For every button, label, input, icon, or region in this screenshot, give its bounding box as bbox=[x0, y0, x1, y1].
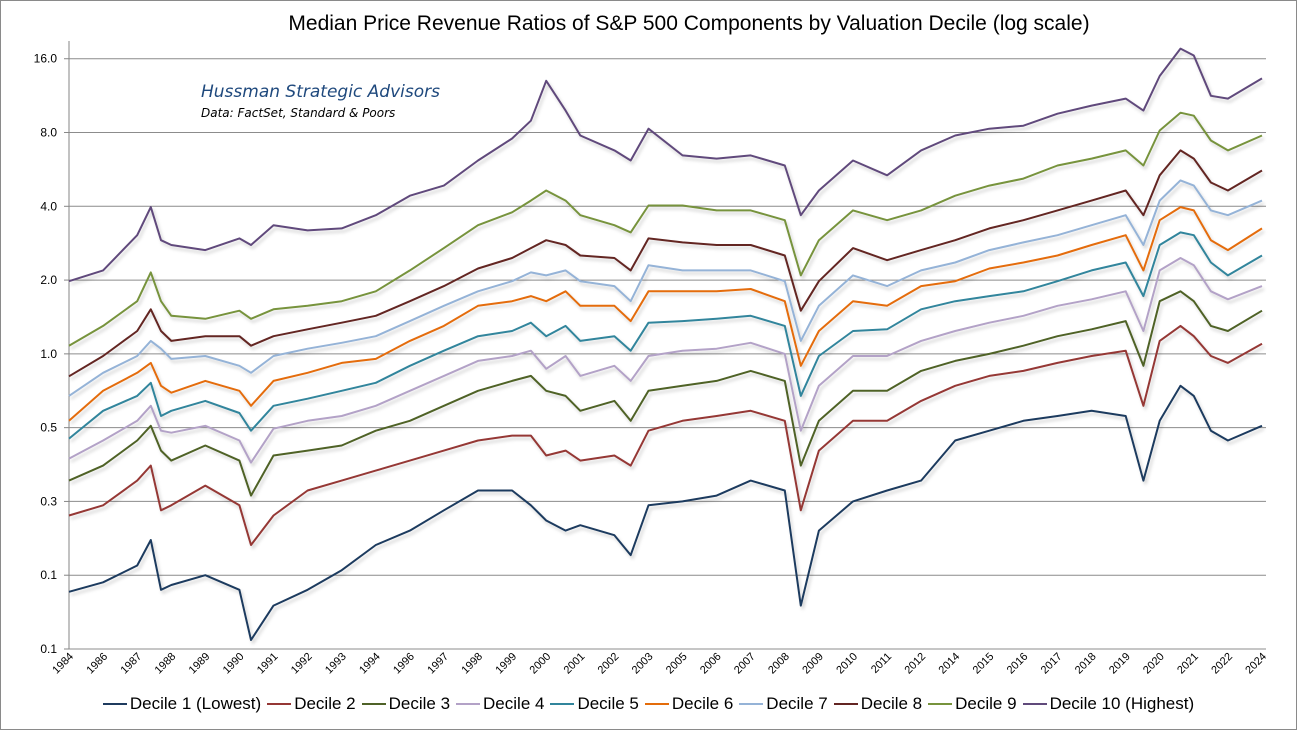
legend-item-decile-10: Decile 10 (Highest) bbox=[1022, 694, 1195, 714]
x-tick-label: 1991 bbox=[255, 651, 281, 677]
legend-swatch bbox=[550, 702, 575, 706]
y-tick-label: 4.0 bbox=[40, 199, 57, 213]
legend-item-decile-7: Decile 7 bbox=[739, 694, 828, 714]
legend-swatch bbox=[644, 702, 669, 706]
legend-item-decile-9: Decile 9 bbox=[928, 694, 1017, 714]
x-tick-label: 1988 bbox=[153, 651, 179, 677]
x-tick-label: 2001 bbox=[562, 651, 588, 677]
series-lines bbox=[68, 47, 1263, 641]
x-tick-label: 2017 bbox=[1039, 651, 1065, 677]
x-tick-label: 2012 bbox=[902, 651, 928, 677]
legend-item-decile-1: Decile 1 (Lowest) bbox=[102, 694, 262, 714]
annotation-source: Hussman Strategic Advisors bbox=[201, 82, 440, 102]
x-tick-label: 2015 bbox=[971, 651, 997, 677]
series-line-decile-6 bbox=[68, 206, 1263, 422]
legend-swatch bbox=[456, 702, 481, 706]
series-line-decile-2 bbox=[68, 324, 1263, 546]
x-tick-label: 2006 bbox=[698, 651, 724, 677]
y-tick-label: 0.1 bbox=[40, 568, 57, 582]
legend-swatch bbox=[833, 702, 858, 706]
legend-swatch bbox=[267, 702, 292, 706]
legend: Decile 1 (Lowest) Decile 2 Decile 3 Decile … bbox=[1, 694, 1296, 714]
y-axis-ticks: 16.0 8.0 4.0 2.0 1.0 0.5 0.3 0.1 0.1 bbox=[34, 52, 69, 656]
x-tick-label: 1997 bbox=[425, 651, 451, 677]
x-tick-label: 1986 bbox=[84, 651, 110, 677]
annotation-data: Data: FactSet, Standard & Poors bbox=[201, 106, 395, 120]
series-line-decile-4 bbox=[68, 257, 1263, 464]
legend-label: Decile 4 bbox=[483, 694, 545, 713]
x-tick-label: 1998 bbox=[459, 651, 485, 677]
x-tick-label: 1993 bbox=[323, 651, 349, 677]
x-tick-label: 1990 bbox=[221, 651, 247, 677]
series-line-decile-5 bbox=[68, 231, 1263, 440]
x-tick-label: 1989 bbox=[187, 651, 213, 677]
y-tick-label: 0.5 bbox=[40, 421, 57, 435]
y-tick-label: 0.1 bbox=[40, 642, 57, 656]
legend-swatch bbox=[102, 702, 127, 706]
x-tick-label: 2008 bbox=[766, 651, 792, 677]
legend-label: Decile 6 bbox=[671, 694, 734, 713]
legend-swatch bbox=[928, 702, 953, 706]
y-tick-label: 1.0 bbox=[40, 347, 57, 361]
legend-label: Decile 5 bbox=[577, 694, 639, 713]
legend-swatch bbox=[361, 702, 386, 706]
legend-label: Decile 2 bbox=[294, 694, 356, 713]
x-tick-label: 1999 bbox=[493, 651, 519, 677]
x-tick-label: 1987 bbox=[118, 651, 144, 677]
x-tick-label: 2005 bbox=[664, 651, 690, 677]
x-tick-label: 2019 bbox=[1107, 651, 1133, 677]
legend-label: Decile 9 bbox=[955, 694, 1017, 713]
legend-item-decile-8: Decile 8 bbox=[833, 694, 923, 714]
x-tick-label: 2002 bbox=[596, 651, 622, 677]
x-tick-label: 1996 bbox=[391, 651, 417, 677]
legend-item-decile-3: Decile 3 bbox=[361, 694, 451, 714]
series-line-decile-10 bbox=[68, 47, 1263, 283]
x-tick-label: 2022 bbox=[1209, 651, 1235, 677]
y-tick-label: 2.0 bbox=[40, 273, 57, 287]
x-axis-ticks: 1984 1986 1987 1988 1989 1990 1991 1992 1993 1994… bbox=[50, 651, 1269, 677]
x-tick-label: 2021 bbox=[1175, 651, 1201, 677]
x-tick-label: 2007 bbox=[732, 651, 758, 677]
x-tick-label: 2020 bbox=[1141, 651, 1167, 677]
series-line-decile-3 bbox=[68, 290, 1263, 497]
legend-label: Decile 7 bbox=[766, 694, 828, 713]
x-tick-label: 1992 bbox=[289, 651, 315, 677]
legend-label: Decile 10 (Highest) bbox=[1049, 694, 1195, 713]
x-tick-label: 1994 bbox=[357, 651, 383, 677]
y-tick-label: 0.3 bbox=[40, 494, 57, 508]
x-tick-label: 2003 bbox=[630, 651, 656, 677]
legend-item-decile-4: Decile 4 bbox=[456, 694, 544, 714]
y-tick-label: 8.0 bbox=[40, 126, 57, 140]
x-tick-label: 2010 bbox=[834, 651, 860, 677]
legend-label: Decile 3 bbox=[388, 694, 451, 713]
series-line-decile-7 bbox=[68, 179, 1263, 397]
y-tick-label: 16.0 bbox=[34, 52, 58, 66]
legend-label: Decile 1 (Lowest) bbox=[129, 694, 262, 713]
legend-swatch bbox=[1022, 702, 1047, 706]
legend-swatch bbox=[739, 702, 764, 706]
x-tick-label: 2011 bbox=[869, 651, 894, 676]
x-tick-label: 2009 bbox=[800, 651, 826, 677]
series-line-decile-1 bbox=[68, 384, 1263, 641]
legend-label: Decile 8 bbox=[860, 694, 923, 713]
legend-item-decile-6: Decile 6 bbox=[644, 694, 734, 714]
x-tick-label: 2024 bbox=[1243, 651, 1269, 677]
x-tick-label: 2016 bbox=[1005, 651, 1031, 677]
x-tick-label: 2014 bbox=[937, 651, 963, 677]
series-line-decile-9 bbox=[68, 111, 1263, 347]
legend-item-decile-5: Decile 5 bbox=[550, 694, 639, 714]
x-tick-label: 2018 bbox=[1073, 651, 1099, 677]
chart-title: Median Price Revenue Ratios of S&P 500 C… bbox=[288, 12, 1089, 35]
series-line-decile-8 bbox=[68, 149, 1263, 378]
x-tick-label: 2000 bbox=[528, 651, 554, 677]
legend-item-decile-2: Decile 2 bbox=[267, 694, 356, 714]
